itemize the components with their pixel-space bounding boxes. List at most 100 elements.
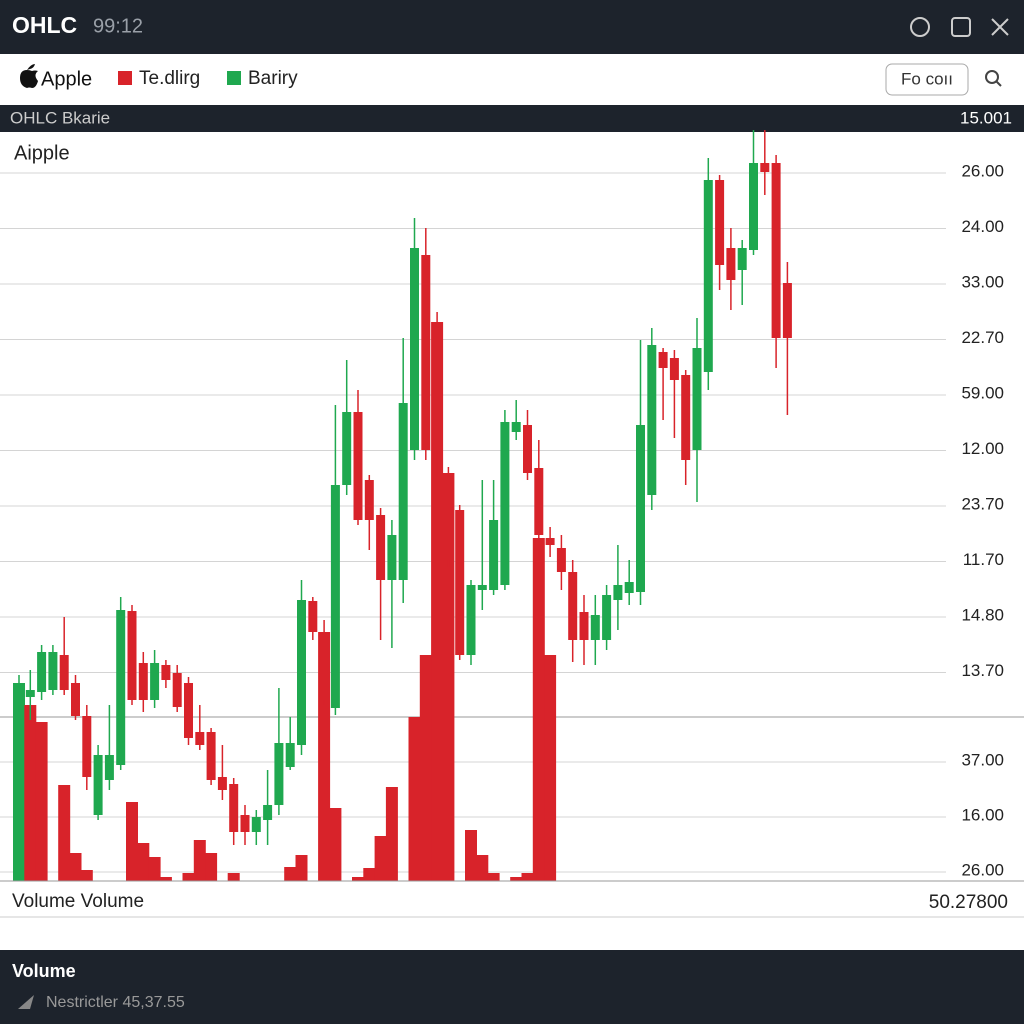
candle-body: [138, 663, 148, 700]
app-title: OHLC: [12, 12, 77, 38]
search-icon[interactable]: [985, 70, 999, 84]
volume-bar: [431, 322, 444, 881]
candle-body: [25, 690, 35, 697]
volume-bar: [69, 853, 82, 881]
candle-body: [353, 412, 363, 520]
candle-body: [206, 732, 216, 780]
volume-bar: [510, 877, 523, 881]
volume-bar: [419, 655, 432, 881]
candle-body: [579, 612, 589, 640]
y-tick-label: 59.00: [961, 383, 1004, 402]
volume-bar: [80, 870, 93, 881]
candle-body: [172, 673, 182, 707]
y-tick-label: 26.00: [961, 860, 1004, 879]
candle-body: [477, 585, 487, 590]
title-bar: [0, 0, 1024, 54]
apple-icon: [20, 64, 38, 88]
volume-bar: [227, 873, 240, 881]
y-tick-label: 23.70: [961, 494, 1004, 513]
legend-label: Te.dlirg: [139, 68, 200, 89]
candle-body: [364, 480, 374, 520]
volume-bar: [544, 655, 557, 881]
volume-label: Volume Volume: [12, 891, 144, 912]
legend-swatch: [118, 71, 132, 85]
button[interactable]: [885, 63, 969, 96]
candle-body: [782, 283, 792, 338]
candle-body: [749, 163, 758, 250]
candle-body: [285, 743, 295, 767]
y-tick-label: 22.70: [961, 328, 1004, 347]
candle-body: [421, 255, 431, 450]
button-label[interactable]: Fo coıı: [901, 69, 953, 88]
candle-body: [432, 322, 442, 450]
volume-bar: [24, 705, 37, 881]
volume-bar: [329, 808, 342, 881]
candle-body: [590, 615, 600, 640]
candle-body: [376, 515, 386, 580]
candle-body: [624, 582, 634, 593]
y-tick-label: 13.70: [961, 661, 1004, 680]
volume-bar: [148, 857, 161, 881]
candle-body: [127, 611, 137, 700]
volume-bar: [284, 867, 297, 881]
candle-body: [613, 585, 623, 600]
candle-body: [658, 352, 668, 368]
candle-body: [195, 732, 205, 745]
legend-label: Bariry: [248, 68, 298, 89]
candle-body: [511, 422, 521, 432]
clock: 99:12: [93, 15, 143, 37]
volume-bar: [126, 802, 138, 881]
volume-bar: [137, 843, 150, 881]
y-tick-label: 11.70: [963, 550, 1004, 569]
candle-body: [692, 348, 702, 450]
candle-body: [602, 595, 612, 640]
volume-bar: [193, 840, 206, 881]
candle-body: [760, 163, 770, 172]
status-text: Nestrictler 45,37.55: [46, 994, 185, 1011]
candle-body: [545, 538, 555, 545]
chart-area: [0, 132, 1024, 950]
candle-body: [387, 535, 397, 580]
candle-body: [443, 473, 453, 560]
candle-body: [150, 663, 160, 700]
candle-body: [308, 601, 318, 632]
candle-body: [500, 422, 510, 585]
candle-body: [274, 743, 284, 805]
panel-value: 15.001: [960, 108, 1012, 127]
volume-bar: [465, 830, 477, 881]
candle-body: [703, 180, 713, 372]
y-tick-label: 12.00: [961, 439, 1004, 458]
candle-body: [556, 548, 566, 572]
y-tick-label: 16.00: [961, 805, 1004, 824]
candle-body: [251, 817, 261, 832]
y-tick-label: 26.00: [961, 161, 1004, 180]
footer-title: Volume: [12, 961, 76, 981]
candle-body: [455, 510, 465, 655]
candle-body: [466, 585, 476, 655]
candle-body: [161, 665, 171, 680]
candle-body: [737, 248, 747, 270]
candle-body: [82, 716, 92, 777]
candle-body: [116, 610, 126, 765]
candle-body: [37, 652, 47, 692]
y-tick-label: 33.00: [961, 272, 1004, 291]
y-tick-label: 24.00: [961, 217, 1004, 236]
volume-bar: [58, 785, 71, 881]
search-icon[interactable]: [995, 80, 1002, 87]
candle-body: [681, 375, 691, 460]
candle-body: [330, 485, 340, 708]
volume-bar: [363, 868, 376, 881]
volume-bar: [532, 538, 545, 881]
window-icon[interactable]: [951, 17, 971, 37]
candle-body: [715, 180, 725, 265]
candle-body: [59, 655, 69, 690]
close-icon[interactable]: [991, 18, 1009, 36]
candle-body: [636, 425, 645, 592]
candle-body: [93, 755, 103, 815]
volume-bar: [295, 855, 308, 881]
settings-icon[interactable]: [910, 17, 930, 37]
volume-bar: [352, 877, 364, 881]
candle-body: [410, 248, 419, 450]
y-tick-label: 37.00: [961, 750, 1004, 769]
